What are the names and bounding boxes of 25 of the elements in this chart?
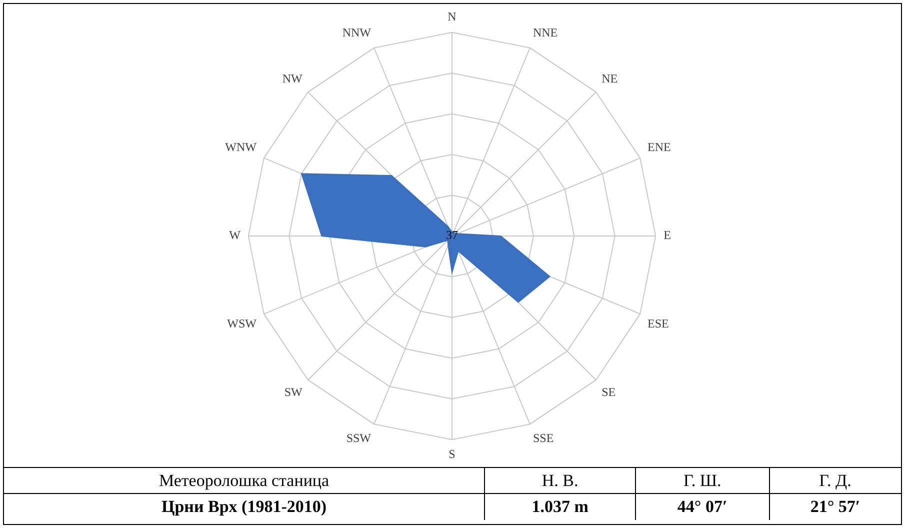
spoke-label: NE bbox=[602, 71, 618, 86]
spoke-label: SW bbox=[284, 384, 304, 399]
text: Г. Д. bbox=[769, 468, 901, 494]
text: 37 bbox=[446, 228, 458, 242]
spoke-label: NW bbox=[282, 71, 304, 86]
text: Н. В. bbox=[484, 468, 636, 494]
spoke-label: ENE bbox=[647, 140, 671, 154]
spoke-label: NNE bbox=[532, 25, 558, 40]
text: Црни Врх (1981-2010) bbox=[4, 494, 484, 520]
spoke-label: SSE bbox=[532, 430, 554, 445]
text: 44° 07′ bbox=[636, 494, 769, 520]
spoke-label: NNW bbox=[342, 25, 372, 40]
spoke-label: SE bbox=[602, 384, 616, 399]
spoke-label: W bbox=[229, 228, 242, 242]
spoke-label: WSW bbox=[227, 316, 258, 330]
spoke-label: SSW bbox=[346, 430, 372, 445]
text: Метеоролошка станица bbox=[4, 468, 484, 494]
spoke-label: WNW bbox=[225, 140, 258, 154]
spoke-label: E bbox=[664, 228, 671, 242]
text: Г. Ш. bbox=[636, 468, 769, 494]
spoke-label: S bbox=[448, 446, 456, 461]
spoke-label: ESE bbox=[647, 316, 669, 330]
text: 1.037 m bbox=[484, 494, 636, 520]
text: 21° 57′ bbox=[769, 494, 901, 520]
spoke-label: N bbox=[448, 9, 457, 24]
